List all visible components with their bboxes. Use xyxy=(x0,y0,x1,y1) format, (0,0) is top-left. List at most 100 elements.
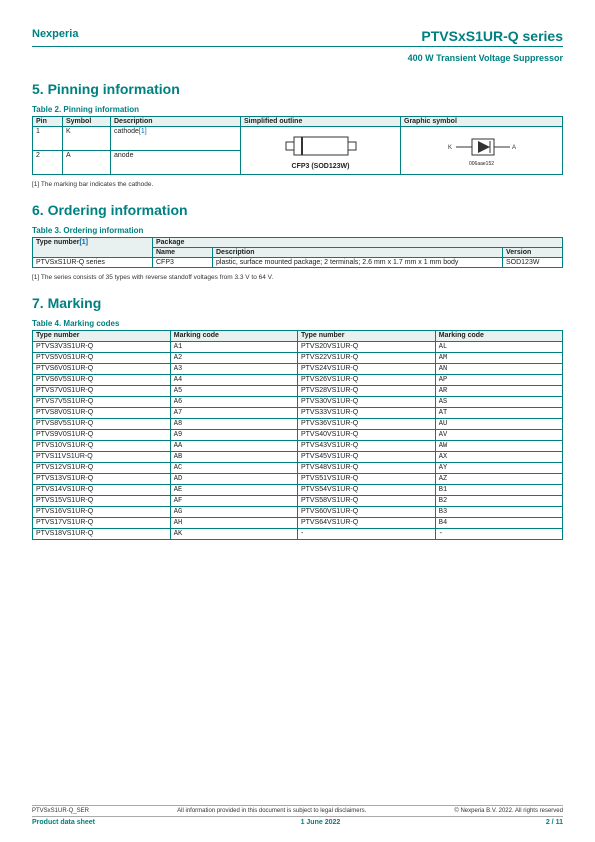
cell-code: A4 xyxy=(170,375,297,386)
cell-code: AZ xyxy=(435,474,562,485)
cell-type: PTVS30VS1UR-Q xyxy=(297,397,435,408)
cell-code: AG xyxy=(170,507,297,518)
cell-code: B4 xyxy=(435,518,562,529)
table-ordering: Type number[1] Package Name Description … xyxy=(32,237,563,268)
cell-code: AP xyxy=(435,375,562,386)
cell-desc: cathode[1] xyxy=(111,127,241,151)
cell-type: PTVS54VS1UR-Q xyxy=(297,485,435,496)
table-row: PTVS7V0S1UR-QA5PTVS28VS1UR-QAR xyxy=(33,386,563,397)
cell-type: PTVS6V0S1UR-Q xyxy=(33,364,171,375)
cell-code: AH xyxy=(170,518,297,529)
cell-type: PTVS18VS1UR-Q xyxy=(33,529,171,540)
cell-type: PTVS3V3S1UR-Q xyxy=(33,342,171,353)
cell-type: PTVS17VS1UR-Q xyxy=(33,518,171,529)
cell-type: PTVS14VS1UR-Q xyxy=(33,485,171,496)
cell-code: AW xyxy=(435,441,562,452)
cell-code: AM xyxy=(435,353,562,364)
section-6-heading: 6. Ordering information xyxy=(32,202,563,218)
ref-link[interactable]: [1] xyxy=(79,239,88,246)
footer-date: 1 June 2022 xyxy=(301,819,341,826)
cell-type: PTVS64VS1UR-Q xyxy=(297,518,435,529)
cell-pin: 2 xyxy=(33,151,63,175)
svg-text:K: K xyxy=(448,145,452,151)
th-package: Package xyxy=(153,238,563,248)
cell-code: B3 xyxy=(435,507,562,518)
table-row: Type number Marking code Type number Mar… xyxy=(33,331,563,342)
cell-pin: 1 xyxy=(33,127,63,151)
table-row: PTVS6V5S1UR-QA4PTVS26VS1UR-QAP xyxy=(33,375,563,386)
cell-type: PTVS7V0S1UR-Q xyxy=(33,386,171,397)
ref-link[interactable]: [1] xyxy=(139,128,147,135)
table-row: PTVS11VS1UR-QABPTVS45VS1UR-QAX xyxy=(33,452,563,463)
cell-type: PTVS8V5S1UR-Q xyxy=(33,419,171,430)
cell-type: PTVS40VS1UR-Q xyxy=(297,430,435,441)
table-row: PTVS7V5S1UR-QA6PTVS30VS1UR-QAS xyxy=(33,397,563,408)
cell-ver: SOD123W xyxy=(503,258,563,268)
table-row: PTVS9V0S1UR-QA9PTVS40VS1UR-QAV xyxy=(33,430,563,441)
th-type: Type number[1] xyxy=(33,238,153,258)
cell-type: PTVS7V5S1UR-Q xyxy=(33,397,171,408)
package-outline-icon xyxy=(276,131,366,161)
cell-type: PTVS28VS1UR-Q xyxy=(297,386,435,397)
th-type-1: Type number xyxy=(33,331,171,342)
cell-type: PTVS45VS1UR-Q xyxy=(297,452,435,463)
svg-text:A: A xyxy=(512,145,516,151)
cell-symbol: K xyxy=(63,127,111,151)
table-3-title: Table 3. Ordering information xyxy=(32,226,563,235)
cell-name: CFP3 xyxy=(153,258,213,268)
table-3-footnote: [1] The series consists of 35 types with… xyxy=(32,274,563,281)
cell-type: PTVS24VS1UR-Q xyxy=(297,364,435,375)
cell-type: PTVS15VS1UR-Q xyxy=(33,496,171,507)
cell-code: A3 xyxy=(170,364,297,375)
cell-type: PTVS20VS1UR-Q xyxy=(297,342,435,353)
table-row: PTVS14VS1UR-QAEPTVS54VS1UR-QB1 xyxy=(33,485,563,496)
th-symbol: Symbol xyxy=(63,117,111,127)
cell-type: PTVSxS1UR-Q series xyxy=(33,258,153,268)
cell-code: AE xyxy=(170,485,297,496)
cell-type: PTVS8V0S1UR-Q xyxy=(33,408,171,419)
section-5-heading: 5. Pinning information xyxy=(32,81,563,97)
cell-code: A9 xyxy=(170,430,297,441)
cell-code: AF xyxy=(170,496,297,507)
table-row: Pin Symbol Description Simplified outlin… xyxy=(33,117,563,127)
cell-code: A2 xyxy=(170,353,297,364)
footer-doc-type: Product data sheet xyxy=(32,819,95,826)
th-code-1: Marking code xyxy=(170,331,297,342)
cell-type: PTVS5V0S1UR-Q xyxy=(33,353,171,364)
table-row: 1 K cathode[1] CFP3 (SOD123W) K A 006aae xyxy=(33,127,563,151)
footer-disclaimer: All information provided in this documen… xyxy=(177,808,366,814)
th-desc: Description xyxy=(111,117,241,127)
table-row: PTVS16VS1UR-QAGPTVS60VS1UR-QB3 xyxy=(33,507,563,518)
brand-name: Nexperia xyxy=(32,28,78,40)
table-row: PTVS18VS1UR-QAK-- xyxy=(33,529,563,540)
cell-type: PTVS60VS1UR-Q xyxy=(297,507,435,518)
cell-desc: anode xyxy=(111,151,241,175)
th-type-2: Type number xyxy=(297,331,435,342)
cell-type: PTVS16VS1UR-Q xyxy=(33,507,171,518)
footer-copyright: © Nexperia B.V. 2022. All rights reserve… xyxy=(454,808,563,814)
footer-doc-id: PTVSxS1UR-Q_SER xyxy=(32,808,89,814)
cell-type: PTVS48VS1UR-Q xyxy=(297,463,435,474)
outline-label: CFP3 (SOD123W) xyxy=(244,163,397,170)
graphic-caption: 006aae152 xyxy=(404,161,559,167)
page-footer: PTVSxS1UR-Q_SER All information provided… xyxy=(32,805,563,826)
cell-code: AL xyxy=(435,342,562,353)
cell-type: PTVS22VS1UR-Q xyxy=(297,353,435,364)
cell-code: AK xyxy=(170,529,297,540)
cell-code: - xyxy=(435,529,562,540)
cell-type: PTVS51VS1UR-Q xyxy=(297,474,435,485)
table-pinning: Pin Symbol Description Simplified outlin… xyxy=(32,116,563,175)
cell-type: PTVS6V5S1UR-Q xyxy=(33,375,171,386)
product-title: PTVSxS1UR-Q series xyxy=(421,28,563,44)
cell-type: PTVS11VS1UR-Q xyxy=(33,452,171,463)
cell-type: PTVS13VS1UR-Q xyxy=(33,474,171,485)
cell-desc: plastic, surface mounted package; 2 term… xyxy=(213,258,503,268)
table-row: PTVS13VS1UR-QADPTVS51VS1UR-QAZ xyxy=(33,474,563,485)
th-code-2: Marking code xyxy=(435,331,562,342)
cell-code: AN xyxy=(435,364,562,375)
cell-code: AC xyxy=(170,463,297,474)
page-header: Nexperia PTVSxS1UR-Q series xyxy=(32,28,563,47)
cell-type: PTVS43VS1UR-Q xyxy=(297,441,435,452)
table-row: PTVS6V0S1UR-QA3PTVS24VS1UR-QAN xyxy=(33,364,563,375)
th-text: Type number xyxy=(36,239,79,246)
